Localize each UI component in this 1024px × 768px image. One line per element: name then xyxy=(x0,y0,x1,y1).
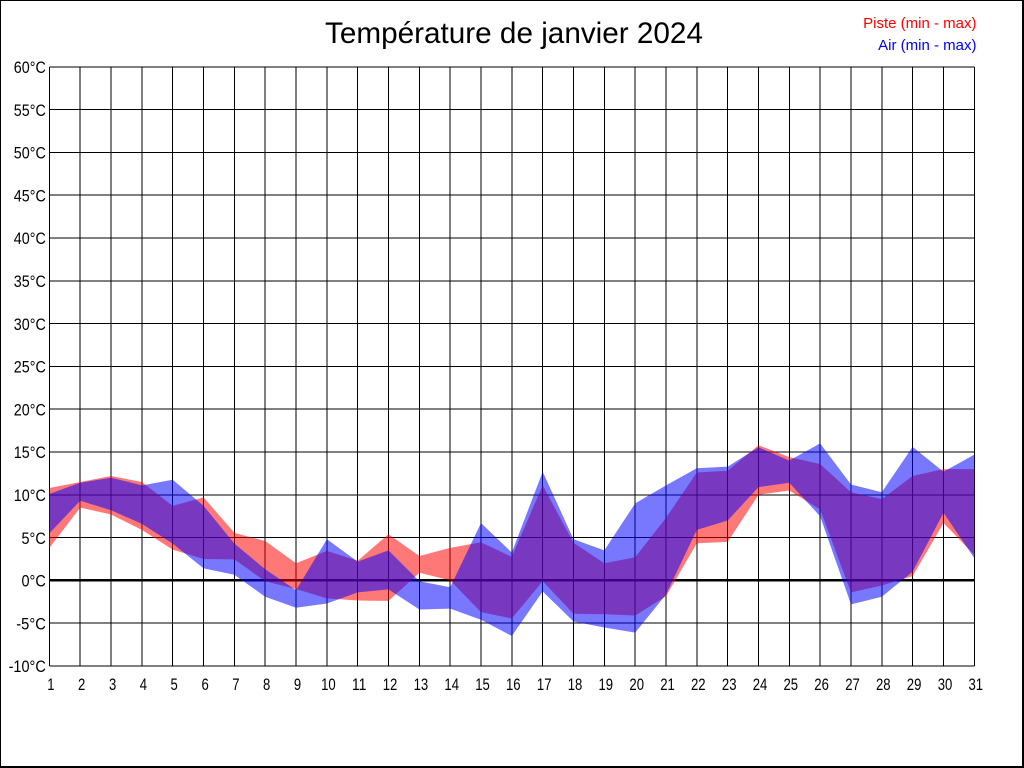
svg-text:7: 7 xyxy=(232,676,239,694)
svg-text:10°C: 10°C xyxy=(14,487,46,505)
svg-text:8: 8 xyxy=(263,676,270,694)
svg-text:12: 12 xyxy=(383,676,398,694)
svg-text:25°C: 25°C xyxy=(14,359,46,377)
svg-text:-5°C: -5°C xyxy=(16,615,46,633)
svg-text:30°C: 30°C xyxy=(14,316,46,334)
svg-text:24: 24 xyxy=(753,676,768,694)
svg-text:25: 25 xyxy=(784,676,799,694)
svg-text:10: 10 xyxy=(321,676,336,694)
svg-text:22: 22 xyxy=(691,676,706,694)
svg-text:2: 2 xyxy=(78,676,85,694)
svg-text:27: 27 xyxy=(845,676,860,694)
svg-text:15: 15 xyxy=(475,676,490,694)
svg-text:26: 26 xyxy=(814,676,829,694)
svg-text:17: 17 xyxy=(537,676,552,694)
svg-text:45°C: 45°C xyxy=(14,187,46,205)
svg-text:20°C: 20°C xyxy=(14,401,46,419)
svg-text:30: 30 xyxy=(938,676,953,694)
svg-text:35°C: 35°C xyxy=(14,273,46,291)
svg-text:Température de janvier 2024: Température de janvier 2024 xyxy=(325,17,703,50)
svg-text:19: 19 xyxy=(599,676,614,694)
svg-text:21: 21 xyxy=(660,676,675,694)
svg-text:16: 16 xyxy=(506,676,521,694)
svg-text:Piste (min - max): Piste (min - max) xyxy=(863,15,976,32)
svg-text:28: 28 xyxy=(876,676,891,694)
svg-text:6: 6 xyxy=(201,676,208,694)
svg-text:5°C: 5°C xyxy=(22,530,46,548)
svg-text:11: 11 xyxy=(352,676,367,694)
svg-text:1: 1 xyxy=(47,676,54,694)
svg-text:23: 23 xyxy=(722,676,737,694)
svg-text:50°C: 50°C xyxy=(14,145,46,163)
svg-text:15°C: 15°C xyxy=(14,444,46,462)
svg-text:0°C: 0°C xyxy=(22,573,46,591)
svg-text:13: 13 xyxy=(414,676,429,694)
svg-text:4: 4 xyxy=(140,676,147,694)
svg-text:20: 20 xyxy=(629,676,644,694)
svg-text:Air (min - max): Air (min - max) xyxy=(878,37,976,54)
svg-text:55°C: 55°C xyxy=(14,102,46,120)
svg-text:31: 31 xyxy=(969,676,984,694)
svg-text:14: 14 xyxy=(444,676,459,694)
svg-text:3: 3 xyxy=(109,676,116,694)
svg-text:18: 18 xyxy=(568,676,583,694)
svg-text:9: 9 xyxy=(294,676,301,694)
svg-text:60°C: 60°C xyxy=(14,59,46,77)
svg-text:5: 5 xyxy=(171,676,178,694)
svg-text:29: 29 xyxy=(907,676,922,694)
svg-text:-10°C: -10°C xyxy=(9,658,46,676)
svg-text:40°C: 40°C xyxy=(14,230,46,248)
